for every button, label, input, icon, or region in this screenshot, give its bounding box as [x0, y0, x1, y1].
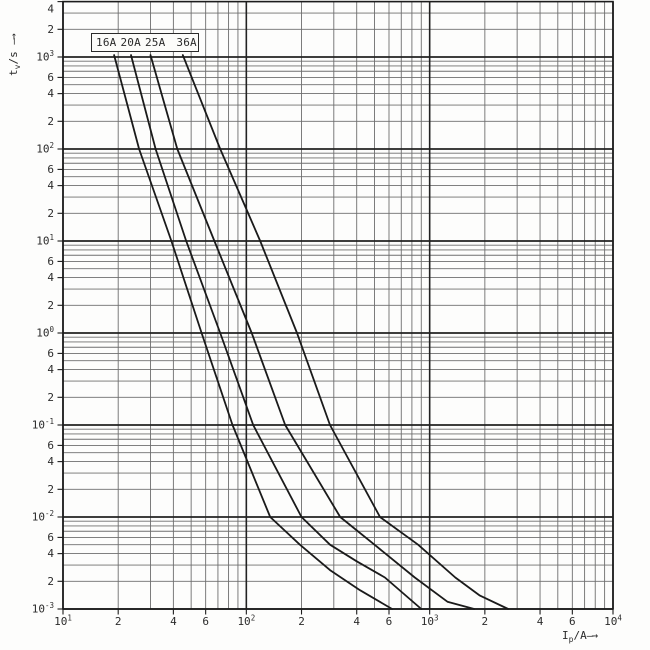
- x-tick-label: 101: [54, 614, 72, 629]
- x-tick-label: 6: [569, 615, 576, 628]
- legend-item-20a: 20A: [120, 36, 141, 49]
- y-axis-arrow-icon: —→: [7, 35, 20, 45]
- y-tick-label: 4: [47, 547, 54, 560]
- y-tick-label: 100: [36, 325, 54, 340]
- y-tick-label: 2: [47, 391, 54, 404]
- y-tick-label: 4: [47, 87, 54, 100]
- x-tick-label: 6: [386, 615, 393, 628]
- x-axis-subscript: p: [568, 635, 574, 644]
- curve-20a: [130, 54, 423, 610]
- x-tick-label: 4: [170, 615, 177, 628]
- x-axis-title: Ip/A—→: [562, 629, 642, 645]
- y-tick-label: 6: [47, 531, 54, 544]
- legend-item-16a: 16A: [96, 36, 117, 49]
- y-tick-label: 103: [36, 49, 54, 64]
- x-axis-unit: /A: [573, 629, 587, 642]
- y-axis-unit: /s: [7, 51, 20, 65]
- y-tick-label: 4: [47, 363, 54, 376]
- y-tick-label: 6: [47, 439, 54, 452]
- x-tick-label: 2: [482, 615, 489, 628]
- y-tick-label: 4: [47, 455, 54, 468]
- curve-25a: [149, 54, 476, 610]
- x-tick-label: 6: [202, 615, 209, 628]
- y-tick-label: 2: [47, 483, 54, 496]
- y-tick-label: 6: [47, 255, 54, 268]
- x-tick-label: 102: [237, 614, 255, 629]
- legend-box: 16A 20A 25A 36A: [91, 33, 199, 52]
- y-axis-subscript: v: [13, 64, 22, 70]
- y-tick-label: 2: [47, 299, 54, 312]
- y-tick-label: 2: [47, 575, 54, 588]
- y-tick-label: 10-1: [32, 417, 54, 432]
- curve-36a: [181, 54, 510, 610]
- y-axis-title: tv/s —→: [7, 4, 23, 76]
- y-tick-label: 2: [47, 207, 54, 220]
- x-tick-label: 4: [537, 615, 544, 628]
- x-tick-label: 2: [298, 615, 305, 628]
- y-tick-label: 6: [47, 347, 54, 360]
- y-tick-label: 6: [47, 163, 54, 176]
- y-tick-label: 4: [47, 3, 54, 16]
- y-tick-label: 10-3: [32, 601, 54, 616]
- x-tick-label: 103: [421, 614, 439, 629]
- x-tick-label: 104: [604, 614, 622, 629]
- legend-item-36a: 36A: [176, 36, 197, 49]
- curve-16a: [113, 54, 393, 610]
- y-tick-label: 2: [47, 115, 54, 128]
- y-tick-label: 6: [47, 71, 54, 84]
- y-tick-label: 4: [47, 179, 54, 192]
- x-axis-arrow-icon: —→: [586, 629, 598, 642]
- plot-border: [62, 0, 614, 610]
- x-tick-label: 2: [115, 615, 122, 628]
- y-tick-label: 2: [47, 23, 54, 36]
- x-tick-label: 4: [353, 615, 360, 628]
- y-tick-label: 4: [47, 271, 54, 284]
- y-tick-label: 101: [36, 233, 54, 248]
- y-tick-label: 102: [36, 141, 54, 156]
- y-tick-label: 10-2: [32, 509, 54, 524]
- legend-item-25a: 25A: [144, 36, 166, 49]
- y-axis-symbol: t: [7, 69, 20, 76]
- x-axis-symbol: I: [562, 629, 569, 642]
